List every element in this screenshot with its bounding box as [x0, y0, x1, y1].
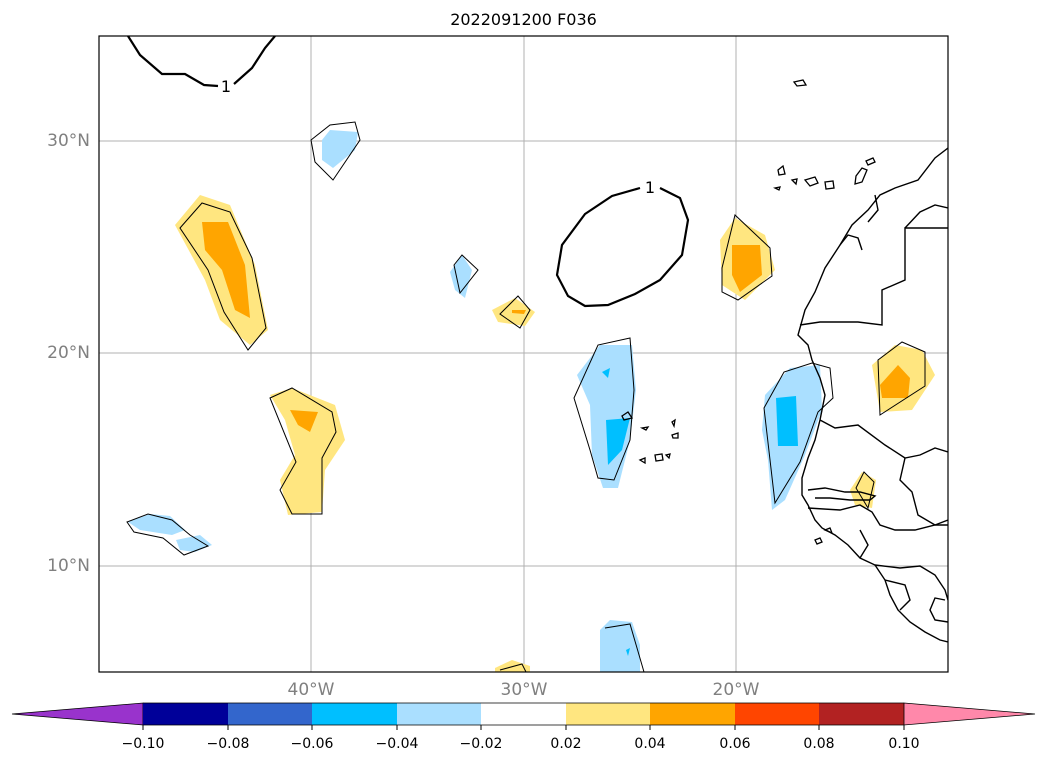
colorbar-segment [819, 703, 904, 725]
map-title: 2022091200 F036 [450, 10, 597, 29]
colorbar-tick-label: −0.10 [121, 736, 165, 752]
colorbar-segment [143, 703, 228, 725]
colorbar-tick-label: 0.02 [550, 736, 582, 752]
colorbar-segment [397, 703, 481, 725]
thin-contours [126, 121, 926, 672]
colorbar-outline [143, 702, 904, 726]
colorbar-tick-label: 0.06 [719, 736, 751, 752]
colorbar-extend-high [903, 702, 1036, 726]
colorbar-tick-label: −0.02 [459, 736, 503, 752]
positive-anomaly-areas [175, 195, 935, 672]
lon-label: 40°W [287, 680, 335, 700]
colorbar-tick-label: 0.08 [803, 736, 835, 752]
colorbar-segment [312, 703, 397, 725]
lon-label: 20°W [712, 680, 760, 700]
colorbar-tick-label: −0.04 [375, 736, 419, 752]
thick-contours [127, 36, 690, 308]
lat-label: 30°N [47, 131, 90, 151]
islands [621, 79, 876, 545]
map-plot-area [99, 36, 948, 672]
coastlines [797, 147, 948, 643]
lat-label: 10°N [47, 556, 90, 576]
colorbar [11, 702, 1036, 730]
colorbar-tick-label: −0.06 [290, 736, 334, 752]
map-frame [98, 35, 949, 673]
colorbar-segment [566, 703, 650, 725]
gridlines [99, 36, 948, 672]
negative-anomaly-areas [128, 130, 822, 672]
contour-label: 1 [645, 178, 655, 197]
colorbar-segment [481, 703, 566, 725]
lon-label: 30°W [500, 680, 548, 700]
colorbar-segment [735, 703, 819, 725]
lat-label: 20°N [47, 343, 90, 363]
colorbar-tick-label: 0.10 [888, 736, 920, 752]
contour-label: 1 [221, 77, 231, 96]
colorbar-segment [228, 703, 312, 725]
colorbar-tick-label: −0.08 [206, 736, 250, 752]
colorbar-tick-label: 0.04 [634, 736, 666, 752]
colorbar-extend-low [11, 702, 144, 726]
colorbar-segment [650, 703, 735, 725]
